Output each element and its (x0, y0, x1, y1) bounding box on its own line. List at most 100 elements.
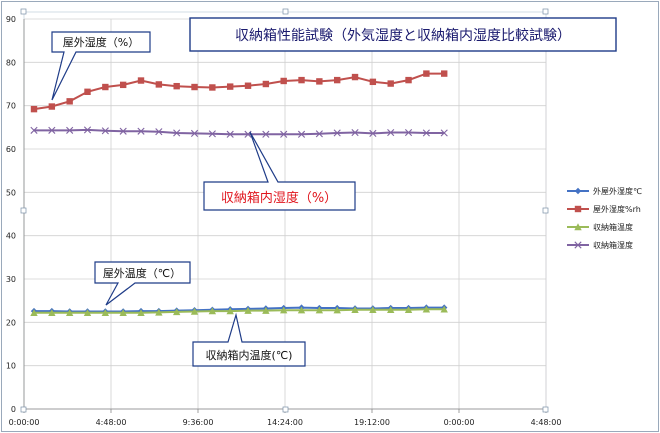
series-4 (30, 126, 448, 138)
series-3 (30, 305, 448, 316)
data-point (83, 309, 92, 316)
x-tick-label: 4:48:00 (531, 418, 562, 427)
data-point (208, 130, 216, 138)
data-point (405, 76, 412, 84)
data-point (119, 127, 127, 135)
callout-box-temp-label: 収納箱内温度(℃) (206, 348, 293, 362)
data-point (369, 129, 377, 137)
legend-item[interactable]: 収納箱湿度 (567, 240, 633, 250)
handle-mr[interactable] (542, 207, 549, 214)
data-point (297, 306, 306, 314)
series-group (30, 70, 448, 316)
x-tick-label: 19:12:00 (354, 418, 390, 427)
data-point (262, 130, 270, 138)
data-point (66, 98, 73, 105)
data-point (441, 70, 448, 77)
data-point (226, 130, 234, 138)
data-point (30, 105, 38, 113)
legend-item[interactable]: 外屋外湿度℃ (567, 186, 642, 196)
data-point (422, 305, 431, 313)
data-point (208, 307, 217, 315)
data-point (297, 130, 306, 138)
data-point (574, 187, 582, 195)
series-line (34, 128, 445, 136)
callout-box-temp: 収納箱内温度(℃) (192, 312, 306, 367)
callout-box-temp-shape (192, 312, 306, 367)
handle-tr[interactable] (542, 8, 549, 15)
y-tick-label: 90 (6, 15, 16, 24)
legend-label: 収納箱湿度 (593, 240, 633, 250)
legend-item[interactable]: 屋外湿度%rh (567, 204, 641, 214)
data-point (102, 83, 109, 91)
series-line (34, 308, 445, 314)
y-tick-label: 30 (6, 275, 16, 284)
data-point (30, 126, 38, 134)
data-point (440, 129, 448, 137)
handle-br[interactable] (542, 406, 549, 413)
legend-label: 屋外湿度%rh (593, 204, 641, 214)
data-point (137, 77, 145, 84)
data-point (191, 83, 198, 91)
data-point (244, 306, 252, 314)
y-tick-label: 70 (6, 102, 16, 111)
data-point (315, 306, 324, 314)
data-point (351, 73, 359, 81)
data-point (226, 83, 234, 90)
data-point (333, 306, 341, 314)
data-point (316, 78, 323, 85)
callout-outdoor-humidity-label: 屋外湿度（%） (63, 35, 139, 49)
data-point (66, 126, 74, 134)
data-point (280, 77, 287, 85)
data-point (226, 307, 234, 315)
y-tick-label: 10 (6, 362, 16, 371)
data-point (369, 78, 377, 86)
x-tick-label: 9:36:00 (183, 418, 214, 427)
data-point (422, 129, 430, 137)
data-point (574, 241, 582, 249)
data-point (190, 129, 199, 137)
handle-bl[interactable] (20, 406, 27, 413)
handle-ml[interactable] (20, 207, 27, 214)
chart-title: 収納箱性能試験（外気湿度と収納箱内湿度比較試験） (235, 28, 571, 44)
data-point (404, 306, 413, 313)
callout-box-humidity-label: 収納箱内湿度（%） (221, 190, 337, 206)
chart-title-box (189, 17, 617, 52)
data-point (333, 76, 341, 84)
handle-bc[interactable] (282, 406, 289, 413)
data-point (298, 76, 305, 84)
data-point (173, 82, 180, 90)
handle-tl[interactable] (20, 8, 27, 15)
data-point (280, 130, 288, 138)
y-tick-label: 0 (11, 405, 16, 414)
handle-tc[interactable] (282, 8, 289, 15)
y-tick-label: 60 (6, 145, 16, 154)
callout-outdoor-temp-shape (94, 261, 191, 306)
data-point (351, 128, 359, 137)
data-point (209, 84, 216, 91)
data-point (172, 308, 181, 316)
y-tick-label: 80 (6, 58, 16, 67)
data-point (387, 80, 394, 87)
selection-handles (20, 8, 549, 413)
data-point (574, 223, 582, 231)
y-tick-label: 40 (6, 232, 16, 241)
data-point (173, 129, 181, 137)
data-point (333, 129, 341, 137)
x-tick-label: 14:24:00 (267, 418, 303, 427)
data-point (48, 309, 56, 316)
data-point (101, 309, 110, 316)
x-tick-label: 4:48:00 (96, 418, 127, 427)
callout-outdoor-humidity-shape (51, 31, 151, 101)
data-point (137, 127, 145, 135)
callout-outdoor-humidity: 屋外湿度（%） (51, 31, 151, 101)
data-point (48, 103, 56, 110)
data-point (119, 309, 127, 316)
legend-label: 収納箱温度 (593, 222, 633, 232)
data-point (440, 305, 448, 313)
data-point (315, 130, 323, 138)
legend-item[interactable]: 収納箱温度 (567, 222, 633, 232)
data-point (262, 306, 270, 314)
data-point (155, 128, 163, 136)
